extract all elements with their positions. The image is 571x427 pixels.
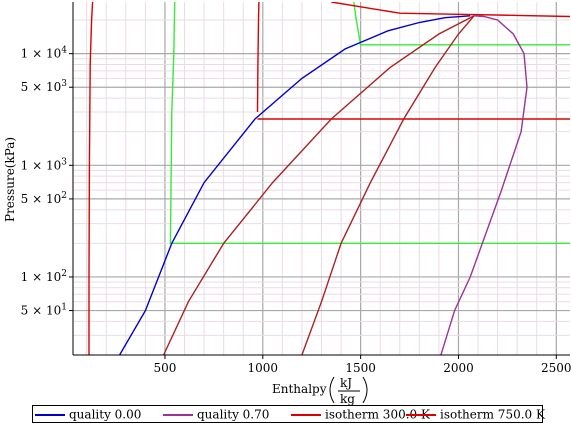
x-tick-label: 2000 [443,361,474,375]
x-tick-label: 500 [154,361,177,375]
legend-swatch-isotherm-750 [406,413,436,416]
legend-item-isotherm-750: isotherm 750.0 K [406,407,545,423]
chart-line-0 [169,2,570,244]
legend-swatch-isotherm-300 [291,413,321,416]
series-line-1 [440,15,528,355]
y-tick-label: 1 × 104 [21,46,68,61]
chart-line-3 [331,2,570,18]
y-tick-label: 5 × 103 [21,79,68,94]
x-axis-title: Enthalpy kJ kg [272,376,368,406]
legend-label-isotherm-300: isotherm 300.0 K [325,407,430,422]
series-line-3 [256,2,260,113]
legend-swatch-quality-0 [35,413,65,416]
grid-lines [73,2,570,356]
legend-item-quality-0: quality 0.00 [35,407,141,423]
tick-labels: 500 1000 1500 2000 2500 5 × 101 1 × 102 5 × 102… [21,46,571,375]
chart-line-5 [301,15,475,355]
x-axis-title-text: Enthalpy [272,382,327,396]
x-axis-unit-numerator: kJ [340,376,352,390]
x-axis-unit-denominator: kg [340,392,355,406]
axes [72,2,570,356]
legend-item-quality-070: quality 0.70 [163,407,269,423]
y-tick-label: 5 × 102 [21,191,67,206]
y-tick-label: 1 × 102 [21,269,67,284]
legend-label-quality-0: quality 0.00 [69,407,142,422]
legend-label-isotherm-750: isotherm 750.0 K [440,407,545,422]
x-tick-label: 1500 [345,361,376,375]
x-tick-label: 1000 [248,361,279,375]
chart-line-4 [162,15,475,355]
series-lines [88,2,570,355]
x-tick-label: 2500 [541,361,571,375]
legend-label-quality-070: quality 0.70 [197,407,270,422]
legend-swatch-quality-070 [163,413,193,416]
series-line-0 [118,15,471,355]
x-axis-title-paren-left [329,376,335,404]
series-line-2 [88,2,94,355]
legend-item-isotherm-300: isotherm 300.0 K [291,407,430,423]
x-axis-title-paren-right [362,376,368,404]
chart-line-1 [353,2,570,46]
y-tick-label: 5 × 101 [21,303,67,318]
legend: quality 0.00 quality 0.70 isotherm 300.0… [32,405,545,423]
y-tick-label: 1 × 103 [21,157,68,172]
y-axis-title: Pressure(kPa) [3,137,17,222]
